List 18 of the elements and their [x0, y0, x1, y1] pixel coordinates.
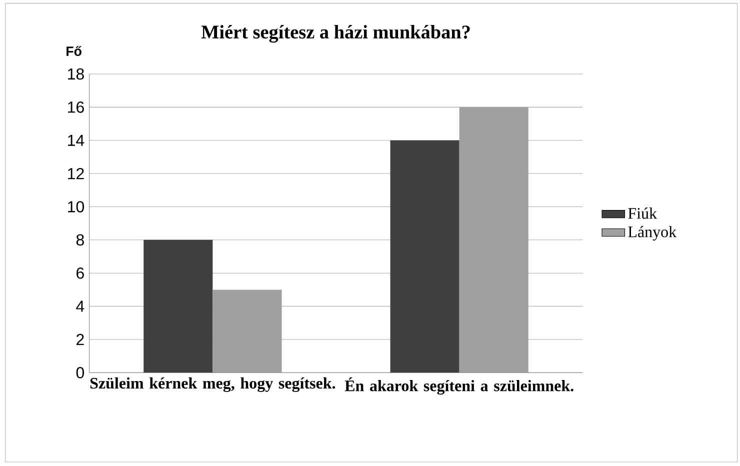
chart-title: Miért segítesz a házi munkában? [201, 25, 470, 43]
legend-label: Lányok [628, 226, 677, 241]
y-tick-label: 12 [68, 168, 84, 180]
x-tick-label: Szüleim kérnek meg, hogy segítsek. [90, 377, 336, 392]
y-axis-title: Fő [66, 46, 82, 56]
y-tick-label: 0 [76, 366, 84, 378]
y-tick-label: 10 [68, 201, 84, 212]
y-tick-label: 2 [76, 334, 84, 346]
y-tick-label: 14 [68, 134, 84, 146]
x-tick-label: Én akarok segíteni a szüleimnek. [344, 377, 574, 395]
bar [390, 140, 460, 373]
y-tick-label: 16 [68, 102, 84, 113]
bar [144, 240, 213, 373]
y-tick-label: 6 [76, 267, 84, 279]
y-tick-label: 18 [68, 68, 84, 80]
y-tick-label: 4 [76, 300, 84, 312]
y-tick-label: 8 [76, 234, 84, 246]
legend-label: Fiúk [628, 208, 658, 219]
